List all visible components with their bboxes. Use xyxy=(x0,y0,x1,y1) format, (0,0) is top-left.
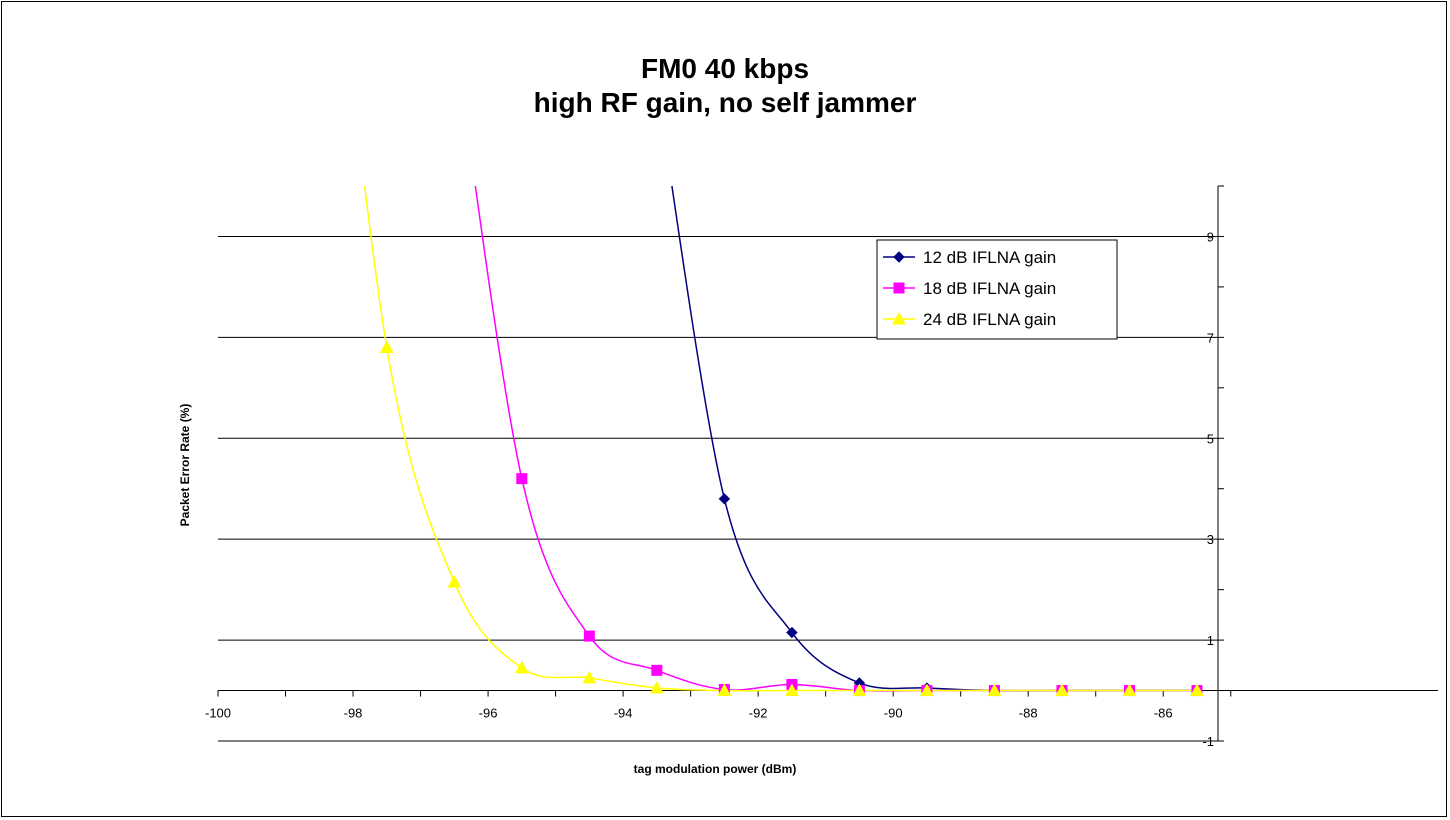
data-point-series-3 xyxy=(920,683,934,697)
legend-marker-2 xyxy=(893,282,905,294)
x-tick-label: -92 xyxy=(749,706,768,721)
x-tick-label: -88 xyxy=(1019,706,1038,721)
chart-title-line-2: high RF gain, no self jammer xyxy=(533,87,917,118)
y-tick-label: -1 xyxy=(1202,734,1214,749)
y-tick-label: 9 xyxy=(1207,229,1214,244)
data-point-series-3 xyxy=(785,683,799,697)
legend-label-3: 24 dB IFLNA gain xyxy=(923,310,1056,329)
series-line-1 xyxy=(671,186,1197,692)
gridlines xyxy=(218,235,1218,742)
legend-marker-1 xyxy=(893,251,905,263)
data-point-series-3 xyxy=(1190,683,1204,697)
data-point-series-3 xyxy=(582,670,597,684)
data-point-series-2 xyxy=(516,473,528,485)
series-line-3 xyxy=(363,186,1197,692)
data-point-series-3 xyxy=(379,340,394,353)
data-point-series-1 xyxy=(718,493,731,505)
legend-marker-3 xyxy=(892,311,906,325)
x-tick-label: -86 xyxy=(1154,706,1173,721)
x-tick-label: -90 xyxy=(884,706,903,721)
x-tick-label: -94 xyxy=(614,706,633,721)
y-tick-label: 7 xyxy=(1207,330,1214,345)
axes: -100 -98 -96 -94 -92 -90 -88 -86 9 7 5 3 1 -1 xyxy=(205,185,1438,749)
data-point-series-2 xyxy=(583,630,595,642)
series-line-2 xyxy=(474,186,1197,692)
data-point-series-2 xyxy=(651,664,663,676)
data-point-series-1 xyxy=(786,626,798,639)
data-point-series-3 xyxy=(1122,683,1137,697)
x-tick-label: -98 xyxy=(344,706,363,721)
series-markers xyxy=(379,340,1204,697)
x-axis-title: tag modulation power (dBm) xyxy=(634,762,797,776)
data-point-series-3 xyxy=(650,680,664,694)
legend: 12 dB IFLNA gain 18 dB IFLNA gain 24 dB IF… xyxy=(876,239,1118,340)
data-point-series-3 xyxy=(717,683,732,697)
y-tick-label: 1 xyxy=(1207,633,1214,648)
y-axis-title: Packet Error Rate (%) xyxy=(178,404,192,527)
data-point-series-3 xyxy=(447,575,462,588)
legend-box xyxy=(876,239,1118,340)
legend-label-1: 12 dB IFLNA gain xyxy=(923,248,1056,267)
chart-title-line-1: FM0 40 kbps xyxy=(640,53,810,84)
x-tick-label: -96 xyxy=(479,706,498,721)
data-point-series-3 xyxy=(852,683,867,697)
x-tick-label: -100 xyxy=(205,706,231,721)
data-point-series-3 xyxy=(514,660,529,674)
data-point-series-3 xyxy=(1055,683,1069,697)
y-tick-label: 3 xyxy=(1207,532,1214,547)
y-tick-label: 5 xyxy=(1207,431,1214,446)
chart-title: FM0 40 kbps high RF gain, no self jammer xyxy=(0,52,1450,120)
legend-label-2: 18 dB IFLNA gain xyxy=(923,279,1056,298)
data-point-series-3 xyxy=(987,683,1002,697)
